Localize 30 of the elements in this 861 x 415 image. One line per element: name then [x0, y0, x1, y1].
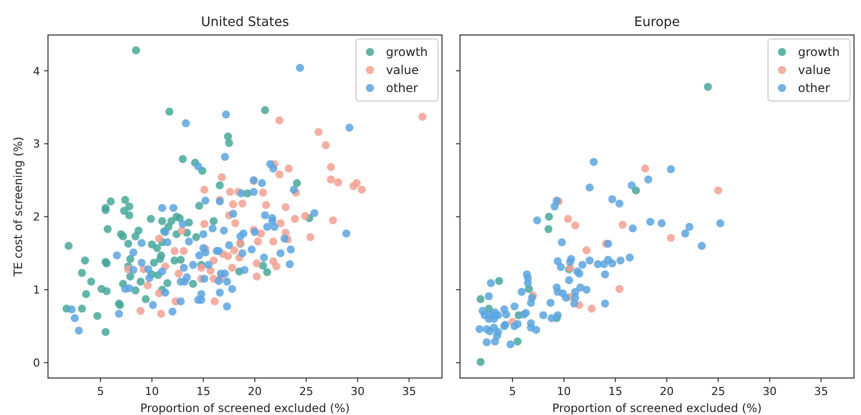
x-axis-title: Proportion of screened excluded (%)	[140, 401, 350, 415]
y-tick-label: 4	[33, 64, 40, 78]
legend-label: growth	[798, 45, 840, 59]
x-tick-label: 35	[402, 385, 416, 398]
chart-title: United States	[200, 15, 290, 30]
y-tick-label: 1	[33, 284, 40, 297]
x-axis-title: Proportion of screened excluded (%)	[552, 401, 762, 415]
x-tick-label: 20	[248, 385, 262, 398]
legend-label: other	[798, 81, 830, 95]
legend-label: growth	[386, 45, 428, 59]
x-tick-label: 30	[762, 385, 777, 398]
legend-label: value	[386, 63, 419, 77]
y-tick-label: 0	[33, 356, 40, 370]
legend-label: value	[798, 63, 831, 77]
x-tick-label: 10	[144, 385, 159, 398]
chart-title: Europe	[634, 15, 680, 30]
x-tick-label: 5	[96, 385, 104, 398]
y-tick-label: 3	[33, 138, 40, 151]
y-axis-title: TE cost of screening (%)	[11, 136, 25, 278]
x-tick-label: 20	[660, 385, 674, 398]
x-tick-label: 15	[196, 385, 210, 398]
legend-label: other	[386, 81, 418, 95]
x-tick-label: 5	[508, 385, 516, 398]
x-tick-label: 15	[608, 385, 622, 398]
y-tick-label: 2	[33, 210, 40, 224]
x-tick-label: 10	[556, 385, 571, 398]
x-tick-label: 25	[299, 385, 314, 398]
x-tick-label: 35	[814, 385, 828, 398]
x-tick-label: 25	[711, 385, 726, 398]
x-tick-label: 30	[350, 385, 365, 398]
